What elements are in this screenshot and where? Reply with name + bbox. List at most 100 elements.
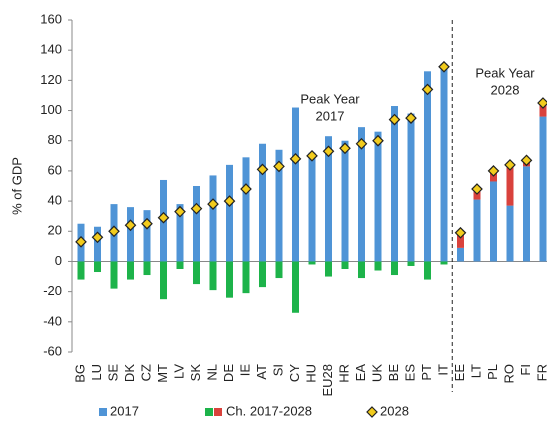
y-tick-label: -40 (43, 313, 62, 328)
marker (75, 235, 87, 248)
legend-swatch (205, 408, 213, 416)
change-bar (440, 261, 448, 265)
marker (256, 163, 269, 176)
marker (273, 160, 285, 173)
change-bar (143, 261, 151, 276)
change-bar (259, 261, 266, 288)
change-bar (341, 261, 349, 269)
marker (124, 219, 137, 232)
marker (339, 142, 351, 155)
bar (275, 149, 283, 262)
x-tick-label: PL (485, 364, 500, 380)
bar (325, 136, 332, 262)
change-bar (358, 261, 365, 279)
bar (341, 140, 349, 262)
x-tick-label: BG (72, 364, 87, 383)
bar (143, 210, 151, 262)
x-tick-label: HU (303, 364, 318, 383)
marker (537, 97, 547, 109)
y-tick-label: 80 (48, 132, 62, 147)
bar (457, 247, 464, 262)
marker (322, 145, 335, 158)
marker (405, 112, 417, 124)
marker (388, 113, 401, 126)
x-tick-label: IT (435, 364, 450, 376)
y-tick-label: -60 (43, 343, 62, 358)
marker (174, 205, 186, 218)
change-bar (242, 261, 250, 294)
x-tick-label: SE (105, 364, 120, 382)
legend-swatch (99, 408, 107, 416)
bar (440, 63, 448, 262)
x-tick-label: FI (518, 364, 533, 376)
marker (355, 137, 368, 150)
x-tick-label: BE (386, 364, 401, 382)
legend-label: 2028 (380, 403, 409, 418)
bar (424, 71, 431, 262)
x-tick-label: HR (336, 364, 351, 383)
x-tick-label: SI (270, 364, 285, 376)
change-bar (110, 261, 118, 289)
change-bar (275, 261, 283, 279)
bar (473, 199, 481, 262)
y-tick-label: 0 (55, 253, 62, 268)
bar (490, 181, 497, 262)
legend-swatch (214, 408, 222, 416)
change-bar (127, 261, 134, 280)
y-tick-label: 60 (48, 162, 62, 177)
x-tick-label: RO (501, 364, 516, 384)
bar (292, 107, 299, 262)
y-tick-label: 120 (40, 72, 62, 87)
change-bar (193, 261, 200, 285)
x-tick-label: ES (402, 364, 417, 382)
marker (438, 60, 450, 73)
annotation: 2017 (316, 108, 345, 123)
marker (240, 183, 252, 195)
change-bar (176, 261, 184, 269)
x-tick-label: SK (188, 364, 203, 382)
change-bar (407, 261, 415, 266)
marker (207, 198, 219, 210)
change-bar (424, 261, 431, 280)
change-bar (391, 261, 398, 276)
annotation: 2028 (491, 82, 520, 97)
marker (504, 159, 516, 171)
bar (308, 152, 316, 262)
marker (471, 183, 483, 195)
x-tick-label: LT (468, 364, 483, 378)
bar (176, 204, 184, 262)
x-tick-label: EE (452, 364, 467, 382)
y-tick-label: 20 (48, 223, 62, 238)
bar (94, 226, 101, 262)
change-bar (292, 261, 299, 313)
legend-label: 2017 (110, 403, 139, 418)
legend-swatch (366, 406, 378, 418)
x-tick-label: PT (419, 364, 434, 381)
x-tick-label: AT (254, 364, 269, 380)
x-tick-label: UK (369, 364, 384, 382)
marker (157, 211, 170, 224)
change-bar (94, 261, 101, 273)
change-bar (77, 261, 85, 280)
annotation: Peak Year (475, 65, 535, 80)
marker (223, 195, 236, 207)
x-tick-label: LV (171, 364, 186, 379)
y-tick-label: 100 (40, 102, 62, 117)
bar (127, 207, 134, 262)
bar (209, 175, 217, 262)
x-tick-label: IE (237, 364, 252, 377)
change-bar (209, 261, 217, 291)
change-bar (374, 261, 382, 271)
x-tick-label: DE (221, 364, 236, 382)
marker (289, 152, 302, 165)
change-bar (308, 261, 316, 265)
y-tick-label: 140 (40, 42, 62, 57)
bar (374, 131, 382, 262)
x-tick-label: NL (204, 364, 219, 381)
bar (226, 164, 233, 262)
bar (259, 143, 266, 262)
bar (523, 166, 530, 262)
x-tick-label: MT (155, 364, 170, 383)
marker (372, 134, 384, 147)
